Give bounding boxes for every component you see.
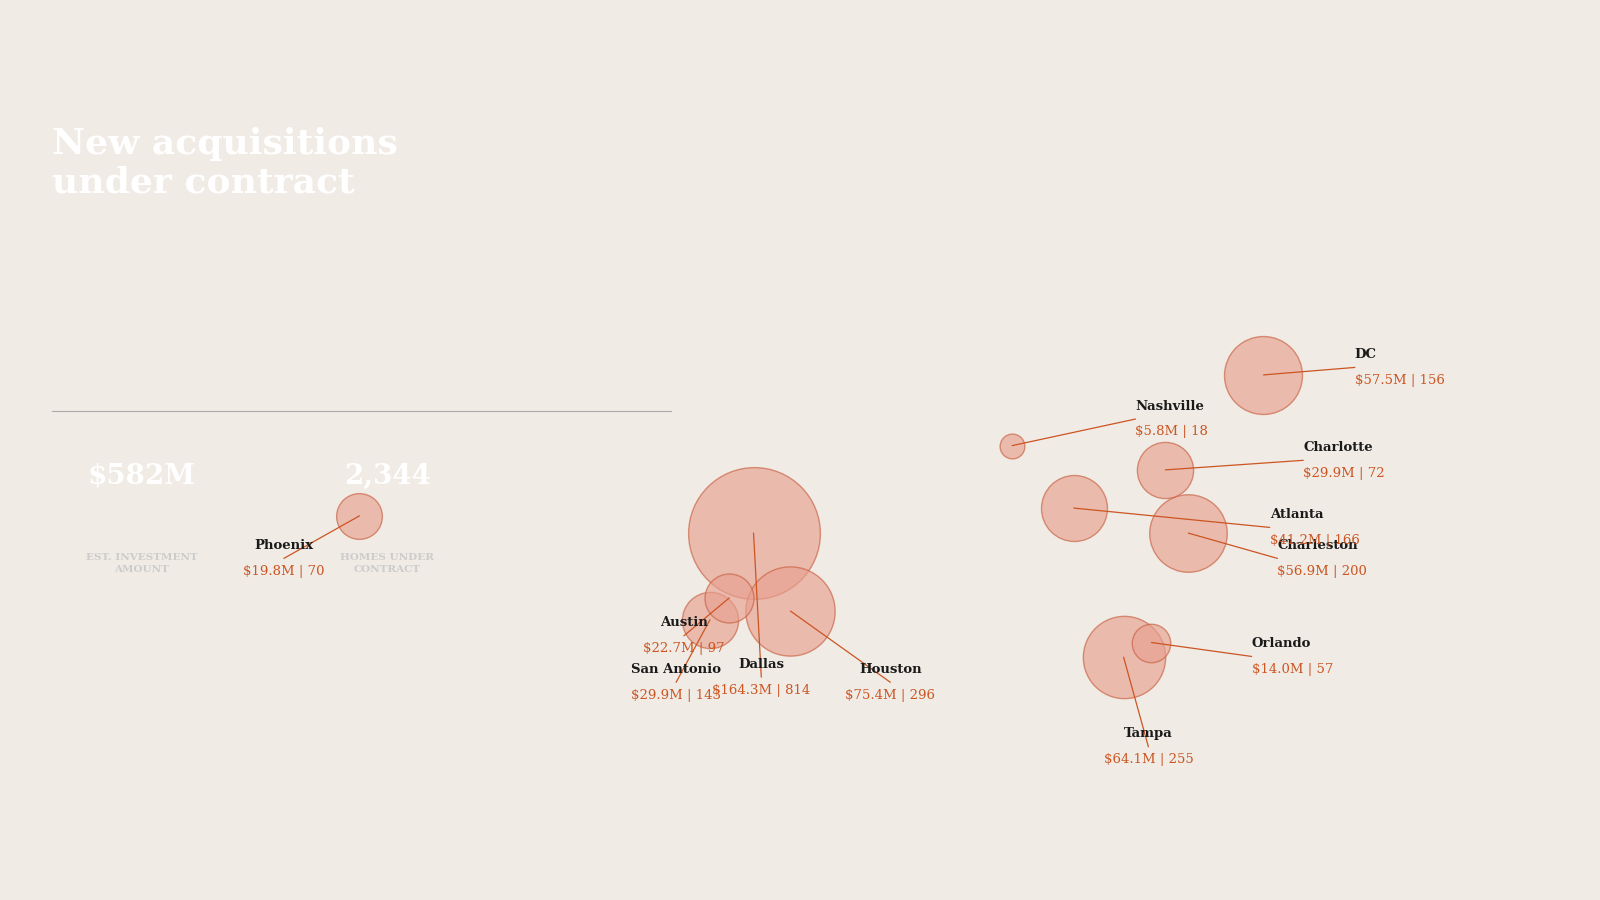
Point xyxy=(1176,526,1202,540)
Text: $14.0M | 57: $14.0M | 57 xyxy=(1251,663,1333,676)
Text: San Antonio: San Antonio xyxy=(630,662,722,676)
Point xyxy=(347,508,373,523)
Point xyxy=(1000,438,1026,453)
Text: Nashville: Nashville xyxy=(1136,400,1205,412)
Text: Dallas: Dallas xyxy=(738,658,784,670)
Text: Tampa: Tampa xyxy=(1125,727,1173,741)
Point xyxy=(1110,650,1136,664)
Point xyxy=(778,604,803,618)
Text: Atlanta: Atlanta xyxy=(1270,508,1323,521)
Text: Austin: Austin xyxy=(659,616,707,629)
Text: $41.2M | 166: $41.2M | 166 xyxy=(1270,534,1360,547)
Text: Houston: Houston xyxy=(859,662,922,676)
Point xyxy=(1061,501,1086,516)
Text: $29.9M | 143: $29.9M | 143 xyxy=(630,688,722,702)
Text: Orlando: Orlando xyxy=(1251,637,1310,650)
Text: $5.8M | 18: $5.8M | 18 xyxy=(1136,426,1208,438)
Text: Charlotte: Charlotte xyxy=(1304,441,1373,454)
Text: Charleston: Charleston xyxy=(1277,539,1358,552)
Text: $22.7M | 97: $22.7M | 97 xyxy=(643,643,725,655)
Text: DC: DC xyxy=(1355,348,1378,361)
Text: $75.4M | 296: $75.4M | 296 xyxy=(845,688,936,702)
Point xyxy=(1152,463,1178,477)
Text: $19.8M | 70: $19.8M | 70 xyxy=(243,565,325,578)
Text: $57.5M | 156: $57.5M | 156 xyxy=(1355,374,1445,387)
Point xyxy=(698,613,723,627)
Text: $29.9M | 72: $29.9M | 72 xyxy=(1304,467,1386,480)
Text: New acquisitions
under contract: New acquisitions under contract xyxy=(51,128,397,200)
Point xyxy=(741,526,766,540)
Point xyxy=(717,590,742,605)
Text: $164.3M | 814: $164.3M | 814 xyxy=(712,683,811,697)
Text: $582M: $582M xyxy=(88,463,195,490)
Text: $64.1M | 255: $64.1M | 255 xyxy=(1104,753,1194,766)
Point xyxy=(1251,368,1277,382)
Text: $56.9M | 200: $56.9M | 200 xyxy=(1277,565,1368,578)
Text: HOMES UNDER
CONTRACT: HOMES UNDER CONTRACT xyxy=(341,554,434,574)
Point xyxy=(1139,635,1165,650)
Text: EST. INVESTMENT
AMOUNT: EST. INVESTMENT AMOUNT xyxy=(86,554,198,574)
Text: Phoenix: Phoenix xyxy=(254,539,314,552)
Text: 2,344: 2,344 xyxy=(344,463,430,490)
